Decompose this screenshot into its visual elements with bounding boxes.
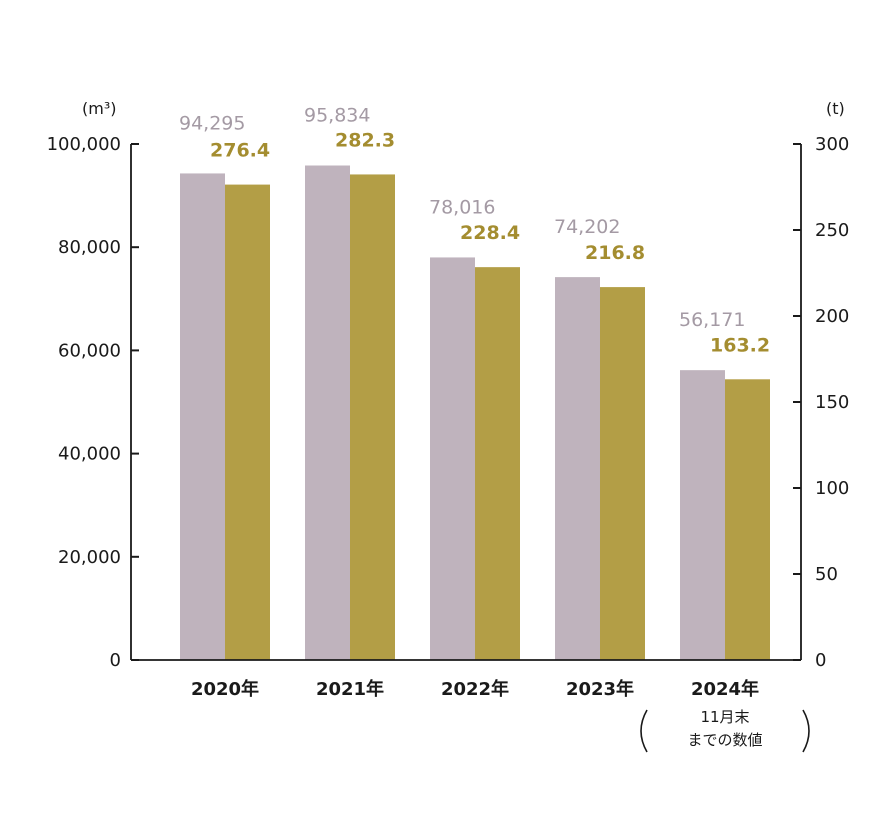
data-label-volume-1: 95,834 (304, 104, 370, 126)
y-right-tick-label-5: 250 (815, 220, 849, 241)
category-label-2: 2022年 (441, 678, 509, 700)
y-left-tick-label-3: 60,000 (58, 340, 121, 361)
y-right-unit: (t) (826, 99, 845, 118)
category-label-4: 2024年 (691, 678, 759, 700)
y-left-tick-label-1: 20,000 (58, 547, 121, 568)
category-label-0: 2020年 (191, 678, 259, 700)
y-right-tick-label-6: 300 (815, 134, 849, 155)
y-left-tick-label-0: 0 (110, 650, 121, 671)
y-left-tick-label-5: 100,000 (47, 134, 121, 155)
note-right-paren (802, 709, 810, 753)
data-label-volume-3: 74,202 (554, 216, 620, 238)
bar-weight-3 (600, 287, 645, 660)
bar-volume-2 (430, 257, 475, 660)
bar-volume-4 (680, 370, 725, 660)
category-label-3: 2023年 (566, 678, 634, 700)
y-right-tick-label-1: 50 (815, 564, 838, 585)
bar-volume-3 (555, 277, 600, 660)
data-label-weight-0: 276.4 (210, 140, 270, 162)
note-left-paren (640, 709, 648, 753)
y-left-unit: (m³) (82, 99, 116, 118)
bar-volume-0 (180, 173, 225, 660)
y-right-tick-label-3: 150 (815, 392, 849, 413)
category-label-1: 2021年 (316, 678, 384, 700)
y-left-tick-label-4: 80,000 (58, 237, 121, 258)
category-note-line-1: 11月末 (700, 708, 749, 726)
y-right-tick-label-4: 200 (815, 306, 849, 327)
y-right-tick-label-0: 0 (815, 650, 826, 671)
bar-weight-1 (350, 174, 395, 660)
bars-group (180, 165, 770, 661)
data-label-weight-3: 216.8 (585, 242, 645, 264)
category-note-line-2: までの数値 (687, 731, 762, 749)
y-right-tick-label-2: 100 (815, 478, 849, 499)
data-label-volume-4: 56,171 (679, 309, 745, 331)
data-label-volume-0: 94,295 (179, 112, 245, 134)
data-label-weight-1: 282.3 (335, 129, 395, 151)
axes-group (130, 143, 802, 661)
bar-weight-4 (725, 379, 770, 660)
y-left-tick-label-2: 40,000 (58, 444, 121, 465)
labels-group: 94,295 276.4 2020年 95,834 282.3 2021年 78,016 22… (47, 99, 849, 753)
data-label-weight-4: 163.2 (710, 334, 770, 356)
bar-weight-0 (225, 184, 270, 661)
data-label-weight-2: 228.4 (460, 222, 520, 244)
bar-volume-1 (305, 165, 350, 660)
bar-weight-2 (475, 267, 520, 660)
data-label-volume-2: 78,016 (429, 196, 495, 218)
